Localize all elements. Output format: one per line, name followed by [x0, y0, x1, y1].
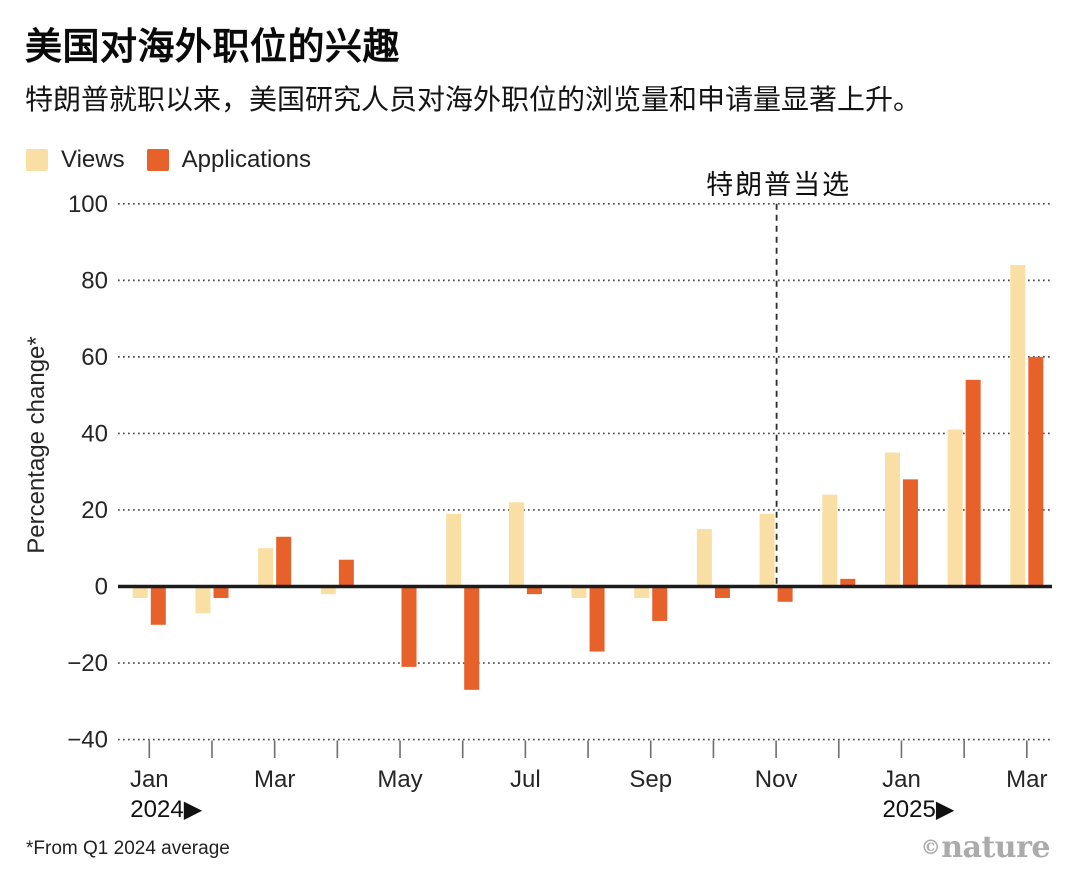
x-tick-label: May [377, 766, 422, 793]
bar-views-oct-2024 [696, 529, 712, 587]
applications-color-swatch [146, 149, 169, 171]
bar-applications-aug-2024 [589, 586, 605, 652]
x-tick-label: Jan [130, 766, 169, 793]
page-title: 美国对海外职位的兴趣 [25, 26, 400, 67]
bar-views-mar-2025 [1010, 265, 1026, 587]
nature-logo: ©nature [920, 830, 1051, 865]
bar-views-sep-2024 [634, 586, 650, 598]
y-tick-label: −20 [67, 650, 108, 677]
bar-applications-mar-2025 [1028, 356, 1044, 587]
subtitle: 特朗普就职以来，美国研究人员对海外职位的浏览量和申请量显著上升。 [25, 84, 922, 115]
legend-item-applications: Applications [146, 146, 312, 174]
bar-applications-jan-2024 [150, 586, 166, 625]
bar-views-jan-2024 [132, 586, 148, 598]
bar-applications-jan-2025 [902, 479, 918, 587]
x-tick-label: Mar [254, 766, 295, 793]
bar-views-apr-2024 [320, 586, 336, 595]
bar-views-jul-2024 [508, 502, 524, 587]
footnote: *From Q1 2024 average [26, 838, 230, 859]
x-tick-label: Nov [755, 766, 798, 793]
x-tick-label: Mar [1006, 766, 1047, 793]
y-tick-label: 80 [81, 267, 108, 294]
annotation-label: 特朗普当选 [706, 170, 851, 200]
views-color-swatch [26, 149, 48, 171]
bar-views-aug-2024 [571, 586, 587, 598]
bar-views-jun-2024 [446, 513, 462, 587]
bar-applications-feb-2024 [213, 586, 229, 598]
y-tick-label: 0 [95, 574, 108, 601]
bar-applications-apr-2024 [338, 559, 354, 587]
y-axis-title: Percentage change* [23, 336, 50, 554]
chart-legend: Views Applications [26, 146, 311, 174]
copyright-symbol: © [920, 835, 941, 859]
bar-views-jan-2025 [884, 452, 900, 587]
bar-applications-jun-2024 [464, 586, 480, 690]
bar-views-feb-2025 [947, 429, 963, 587]
legend-label-views: Views [61, 146, 125, 173]
nature-logo-text: nature [941, 830, 1050, 865]
y-tick-label: 40 [81, 420, 108, 447]
bar-views-dec-2024 [822, 494, 838, 587]
y-tick-label: 100 [68, 191, 108, 218]
y-tick-label: 60 [81, 344, 108, 371]
legend-item-views: Views [26, 146, 125, 174]
bar-views-nov-2024 [759, 513, 775, 587]
bar-applications-jul-2024 [526, 586, 542, 595]
year-label: 2025▶ [882, 796, 954, 823]
bar-applications-may-2024 [401, 586, 417, 667]
x-tick-label: Sep [629, 766, 672, 793]
y-tick-label: −40 [67, 727, 108, 754]
y-tick-label: 20 [81, 497, 108, 524]
x-tick-label: Jan [882, 766, 921, 793]
bar-applications-oct-2024 [714, 586, 730, 598]
bar-views-mar-2024 [258, 548, 274, 587]
bar-views-feb-2024 [195, 586, 211, 614]
bar-applications-nov-2024 [777, 586, 793, 602]
bar-applications-feb-2025 [965, 379, 981, 587]
bar-applications-mar-2024 [276, 536, 292, 587]
legend-label-applications: Applications [181, 146, 312, 173]
bar-applications-sep-2024 [652, 586, 668, 621]
bar-applications-dec-2024 [840, 578, 856, 587]
x-tick-label: Jul [510, 766, 541, 793]
year-label: 2024▶ [130, 796, 202, 823]
